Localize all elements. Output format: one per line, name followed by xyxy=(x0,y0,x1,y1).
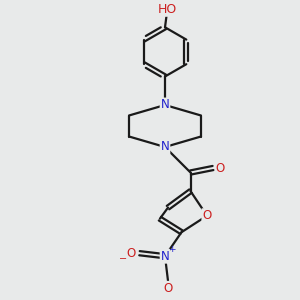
Text: −: − xyxy=(119,254,127,264)
Text: O: O xyxy=(202,209,211,222)
Text: N: N xyxy=(160,98,169,112)
Text: O: O xyxy=(164,282,172,295)
Text: O: O xyxy=(216,161,225,175)
Text: HO: HO xyxy=(158,3,177,16)
Text: +: + xyxy=(168,245,175,254)
Text: N: N xyxy=(160,250,169,263)
Text: O: O xyxy=(127,247,136,260)
Text: N: N xyxy=(160,140,169,154)
